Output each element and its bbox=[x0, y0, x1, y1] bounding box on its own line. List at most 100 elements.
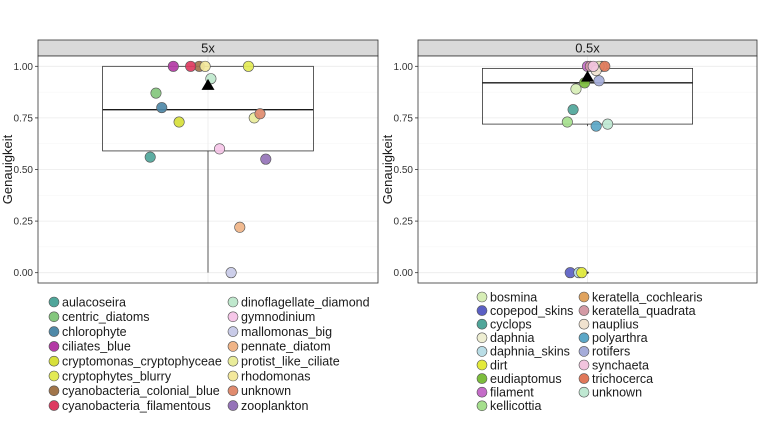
data-point-chlorophyte bbox=[156, 102, 168, 114]
panel-border bbox=[417, 55, 758, 284]
data-point-ciliates-blue bbox=[167, 60, 179, 72]
legend-key bbox=[227, 311, 239, 323]
legend: aulacoseiracentric_diatomschlorophytecil… bbox=[48, 295, 370, 413]
data-point-rotifers bbox=[593, 75, 605, 87]
legend-label: cryptomonas_cryptophyceae bbox=[62, 355, 222, 369]
legend-key bbox=[48, 370, 60, 382]
legend-key bbox=[227, 355, 239, 367]
y-tick-label: 0.00 bbox=[394, 268, 414, 279]
legend-key bbox=[578, 332, 590, 344]
y-tick-label: 0.50 bbox=[14, 165, 34, 176]
data-point-kellicottia bbox=[561, 116, 573, 128]
data-point-unknown bbox=[254, 108, 266, 120]
legend-label: zooplankton bbox=[241, 399, 308, 413]
legend-key bbox=[48, 326, 60, 337]
legend-label: unknown bbox=[241, 384, 291, 398]
facet-label: 0.5x bbox=[575, 41, 600, 56]
legend-key bbox=[48, 341, 60, 352]
data-point-bosmina bbox=[570, 83, 582, 95]
legend-key bbox=[227, 296, 239, 308]
legend-label: keratella_quadrata bbox=[592, 304, 696, 318]
legend-key bbox=[227, 385, 239, 397]
legend-key bbox=[476, 318, 488, 330]
legend-label: aulacoseira bbox=[62, 295, 126, 309]
legend-label: daphnia_skins bbox=[490, 345, 570, 359]
y-tick-label: 0.50 bbox=[394, 165, 414, 176]
legend-key bbox=[48, 385, 60, 397]
legend-key bbox=[476, 386, 488, 398]
legend-key bbox=[578, 359, 590, 371]
legend-label: kellicottia bbox=[490, 399, 541, 413]
legend-label: unknown bbox=[592, 386, 642, 400]
y-tick-label: 0.75 bbox=[394, 113, 414, 124]
legend-key bbox=[476, 332, 488, 344]
legend-label: ciliates_blue bbox=[62, 340, 131, 354]
y-axis-title: Genauigkeit bbox=[0, 134, 15, 204]
legend-label: cyanobacteria_filamentous bbox=[62, 399, 211, 413]
legend-label: gymnodinium bbox=[241, 310, 315, 324]
legend-key bbox=[476, 400, 488, 412]
legend-key bbox=[578, 386, 590, 398]
legend-key bbox=[476, 359, 488, 371]
data-point-cryptomonas-cryptophyceae bbox=[173, 116, 185, 128]
legend-label: cryptophytes_blurry bbox=[62, 369, 172, 383]
data-point-unknown bbox=[602, 118, 614, 130]
legend-label: chlorophyte bbox=[62, 325, 127, 339]
legend-label: trichocerca bbox=[592, 372, 653, 386]
legend-label: filament bbox=[490, 386, 534, 400]
legend-key bbox=[48, 355, 60, 367]
mean-marker bbox=[581, 70, 594, 82]
panel-5x: 5x 0.00 0.25 0.50 0.75 1.00 Genauigkeit aulacos… bbox=[0, 39, 379, 413]
y-tick-label: 0.25 bbox=[394, 217, 414, 228]
panel-0-5x: 0.5x 0.00 0.25 0.50 0.75 1.00 Genauigkeit bosmi… bbox=[380, 39, 758, 413]
y-tick-label: 1.00 bbox=[14, 62, 34, 73]
data-point-centric-diatoms bbox=[150, 87, 162, 99]
legend-label: dirt bbox=[490, 358, 508, 372]
data-point-dirt bbox=[576, 267, 588, 279]
data-point-gymnodinium bbox=[214, 143, 226, 155]
legend-label: protist_like_ciliate bbox=[241, 355, 340, 369]
legend-key bbox=[476, 291, 488, 303]
legend-label: cyanobacteria_colonial_blue bbox=[62, 384, 220, 398]
legend-key bbox=[227, 326, 239, 337]
legend-label: polyarthra bbox=[592, 331, 648, 345]
y-tick-label: 0.00 bbox=[14, 268, 34, 279]
legend-key bbox=[48, 400, 60, 411]
legend-key bbox=[578, 318, 590, 330]
legend-label: copepod_skins bbox=[490, 304, 573, 318]
legend-key bbox=[476, 305, 488, 316]
legend-label: mallomonas_big bbox=[241, 325, 332, 339]
y-tick-label: 1.00 bbox=[394, 62, 414, 73]
data-point-aulacoseira bbox=[144, 151, 156, 163]
facet-label: 5x bbox=[201, 41, 215, 56]
data-point-synchaeta bbox=[587, 60, 599, 72]
data-point-cyclops bbox=[567, 104, 579, 116]
data-point-mallomonas-big bbox=[225, 267, 237, 279]
legend-key bbox=[48, 296, 60, 308]
legend-key bbox=[578, 291, 590, 303]
legend-label: centric_diatoms bbox=[62, 310, 150, 324]
data-point-polyarthra bbox=[590, 120, 602, 132]
legend-label: nauplius bbox=[592, 318, 639, 332]
legend-key bbox=[476, 373, 488, 384]
data-point-cryptophytes-blurry bbox=[242, 60, 254, 72]
data-point-rhodomonas bbox=[199, 60, 211, 72]
legend-label: pennate_diatom bbox=[241, 340, 331, 354]
legend: bosminacopepod_skinscyclopsdaphniadaphni… bbox=[476, 290, 702, 413]
y-tick-label: 0.75 bbox=[14, 113, 34, 124]
panel-border bbox=[37, 55, 379, 284]
y-tick-label: 0.25 bbox=[14, 217, 34, 228]
legend-label: keratella_cochlearis bbox=[592, 290, 702, 304]
legend-label: cyclops bbox=[490, 318, 532, 332]
legend-key bbox=[227, 370, 239, 382]
legend-key bbox=[578, 346, 590, 357]
legend-key bbox=[227, 341, 239, 352]
mean-marker bbox=[201, 78, 215, 90]
legend-key bbox=[578, 305, 590, 316]
legend-label: eudiaptomus bbox=[490, 372, 562, 386]
legend-label: rotifers bbox=[592, 345, 630, 359]
data-point-zooplankton bbox=[260, 153, 272, 165]
legend-key bbox=[578, 373, 590, 384]
legend-key bbox=[48, 311, 60, 323]
